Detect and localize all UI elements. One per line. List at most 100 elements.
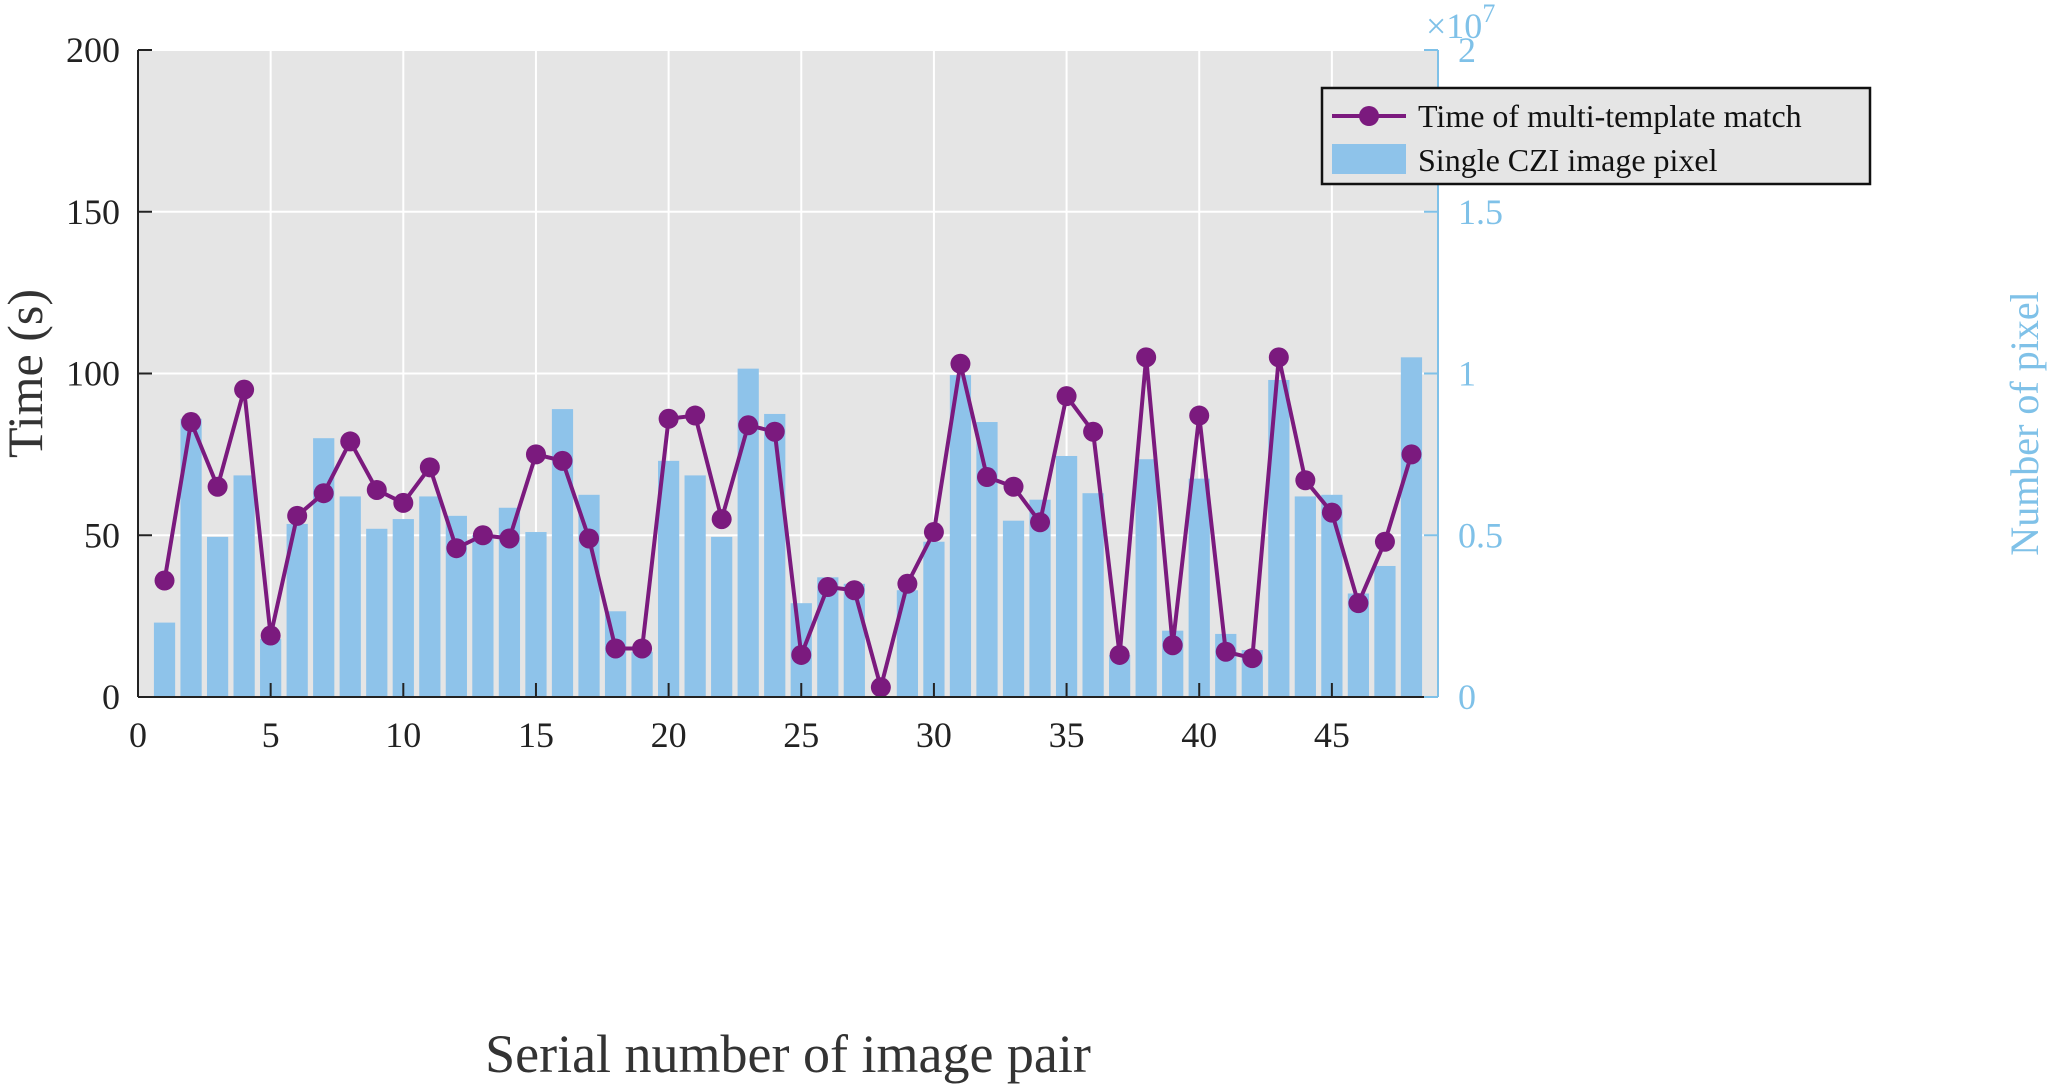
line-point	[658, 408, 679, 429]
line-point	[1030, 512, 1051, 533]
legend-marker-swatch	[1359, 106, 1379, 126]
bar	[1029, 499, 1051, 697]
bar	[233, 475, 255, 697]
bar	[684, 475, 706, 697]
line-point	[1136, 347, 1157, 368]
bar	[976, 422, 998, 697]
legend: Time of multi-template match Single CZI …	[1320, 86, 1872, 186]
line-point	[1242, 648, 1263, 669]
line-point	[605, 638, 626, 659]
legend-entry-time: Time of multi-template match	[1418, 98, 1802, 134]
line-point	[817, 577, 838, 598]
line-point	[366, 479, 387, 500]
bar	[392, 519, 414, 697]
x-tick-label: 0	[129, 715, 147, 755]
line-point	[472, 525, 493, 546]
line-point	[260, 625, 281, 646]
line-point	[1056, 386, 1077, 407]
bar	[525, 532, 547, 697]
bar	[923, 541, 945, 697]
line-point	[923, 522, 944, 543]
y-tick-label: 200	[66, 30, 120, 70]
y2-axis-exponent: ×107	[1426, 0, 1495, 46]
line-point	[1295, 470, 1316, 491]
line-point	[950, 353, 971, 374]
x-tick-label: 5	[262, 715, 280, 755]
line-point	[632, 638, 653, 659]
y-tick-label: 0	[102, 677, 120, 717]
x-tick-label: 40	[1181, 715, 1217, 755]
line-point	[1268, 347, 1289, 368]
bar	[1109, 654, 1131, 697]
y2-tick-label: 0.5	[1458, 515, 1503, 555]
y2-tick-label: 2	[1458, 30, 1476, 70]
y-tick-label: 150	[66, 192, 120, 232]
line-point	[1083, 421, 1104, 442]
y2-exponent-power: 7	[1482, 0, 1495, 28]
y2-tick-label: 1.5	[1458, 192, 1503, 232]
bar	[1268, 379, 1290, 697]
line-point	[234, 379, 255, 400]
line-point	[685, 405, 706, 426]
line-point	[313, 483, 334, 504]
line-point	[419, 457, 440, 478]
x-tick-label: 25	[783, 715, 819, 755]
x-tick-label: 20	[651, 715, 687, 755]
bar	[1002, 520, 1025, 697]
bar	[764, 413, 786, 697]
y-axis-title: Time (s)	[0, 289, 53, 458]
line-point	[181, 412, 202, 433]
x-tick-label: 45	[1314, 715, 1350, 755]
bar	[339, 496, 361, 697]
bar	[1135, 459, 1157, 697]
bar	[631, 651, 653, 697]
line-point	[1109, 644, 1130, 665]
legend-entry-pixel: Single CZI image pixel	[1418, 142, 1718, 178]
bar	[1082, 493, 1104, 697]
line-point	[1003, 476, 1024, 497]
bar	[1374, 565, 1396, 697]
bar	[1347, 593, 1370, 697]
line-point	[287, 505, 308, 526]
line-point	[499, 528, 520, 549]
x-tick-label: 15	[518, 715, 554, 755]
line-point	[711, 509, 732, 530]
legend-box	[1320, 86, 1872, 186]
bar	[949, 375, 972, 697]
bar	[419, 496, 441, 697]
bar	[843, 583, 865, 697]
line-point	[154, 570, 175, 591]
bar	[180, 418, 202, 697]
y-tick-label: 50	[84, 515, 120, 555]
line-point	[579, 528, 600, 549]
line-point	[738, 415, 759, 436]
line-point	[1189, 405, 1210, 426]
x-tick-label: 10	[385, 715, 421, 755]
bar	[260, 638, 282, 697]
line-point	[393, 492, 414, 513]
y2-axis-title: Number of pixel	[2002, 291, 2047, 555]
line-series	[154, 347, 1422, 698]
bar	[711, 536, 733, 697]
bar	[1321, 494, 1343, 697]
bar	[658, 460, 680, 697]
tick-labels: 0 50 100 150 200 0 5 10 15 20 25 30 35 40 45 0 0.5 1 1.5 2	[66, 30, 1503, 755]
bar	[896, 590, 918, 697]
line-point	[976, 467, 997, 488]
bar	[445, 515, 467, 697]
line-point	[1215, 641, 1236, 662]
y2-exponent-base: ×10	[1426, 6, 1482, 46]
line-point	[870, 677, 891, 698]
y2-tick-label: 0	[1458, 677, 1476, 717]
line-point	[525, 444, 546, 465]
legend-bar-swatch	[1332, 144, 1406, 174]
x-axis-title: Serial number of image pair	[485, 1024, 1091, 1084]
bar	[472, 535, 494, 697]
bar	[313, 438, 335, 697]
line-point	[1401, 444, 1422, 465]
line-point	[897, 573, 918, 594]
line-point	[340, 431, 361, 452]
line-point	[1348, 593, 1369, 614]
bar	[1400, 357, 1423, 697]
